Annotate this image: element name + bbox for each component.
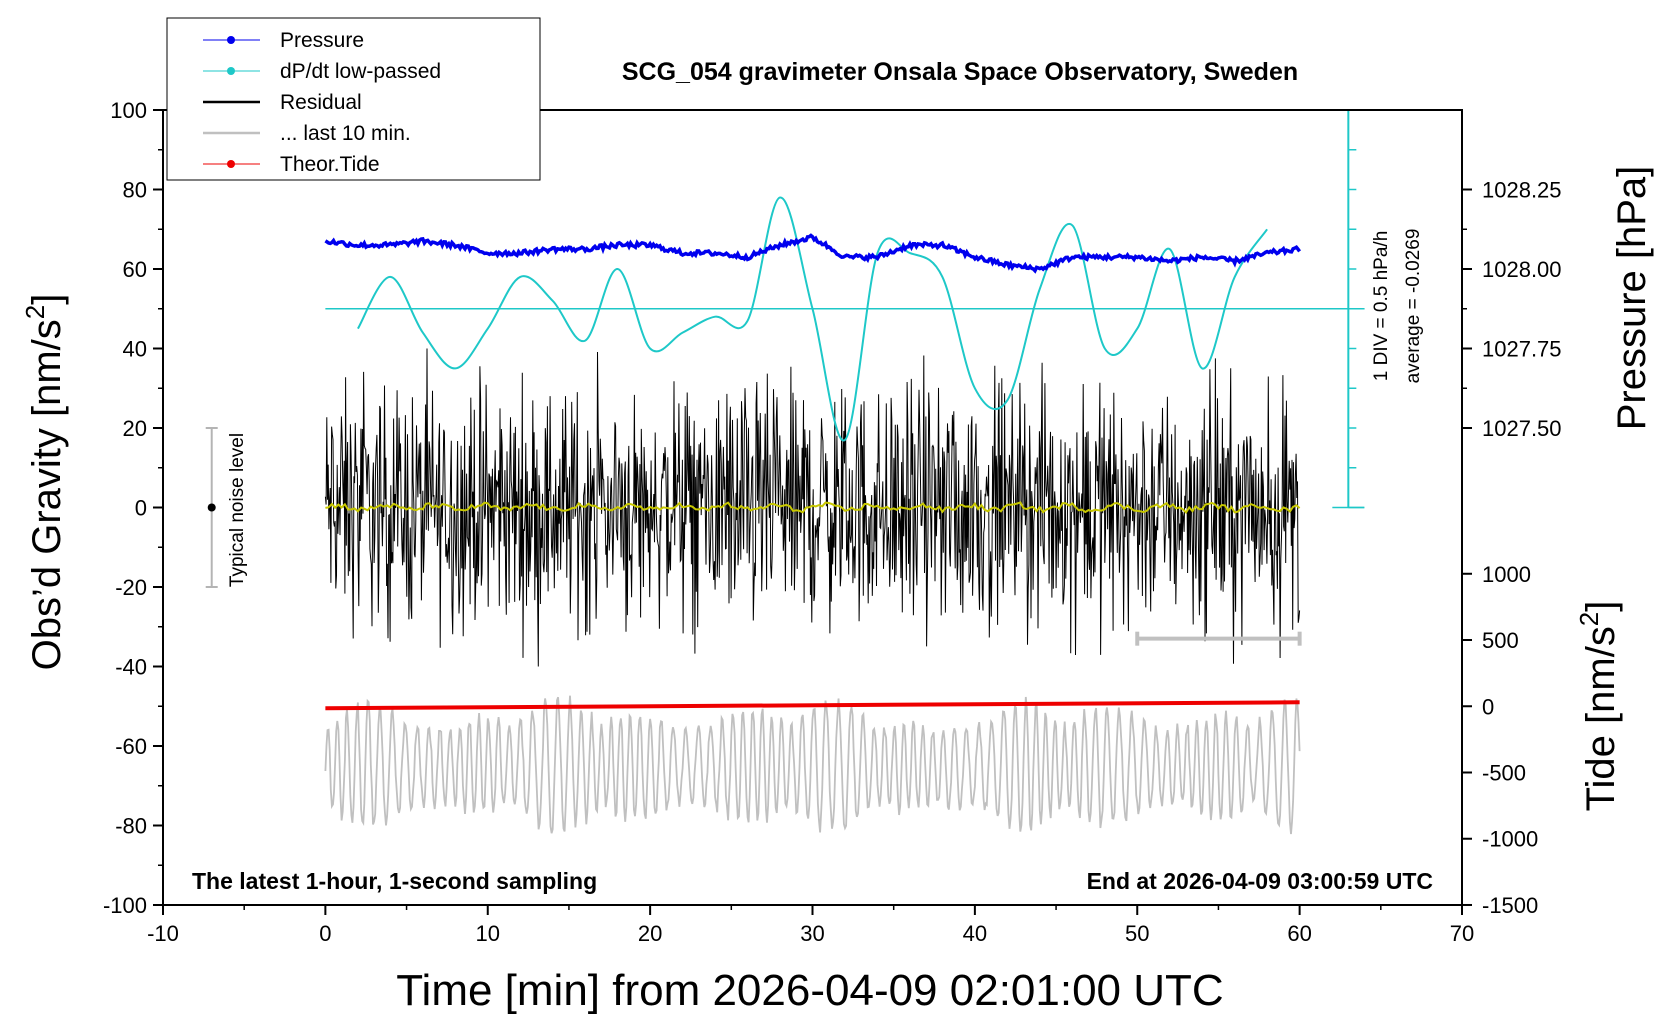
pressure-tick-label: 1027.50 <box>1482 416 1562 441</box>
y-axis-label-tide: Tide [nm/s2] <box>1574 601 1623 812</box>
y-axis-label-pressure: Pressure [hPa] <box>1610 166 1654 431</box>
x-tick-label: 50 <box>1125 921 1149 946</box>
y-axis-label-left-sup: 2 <box>20 305 50 319</box>
tide-tick-label: -500 <box>1482 760 1526 785</box>
noise-level-label: Typical noise level <box>227 433 248 587</box>
legend-label: Theor.Tide <box>280 153 380 176</box>
x-tick-label: 60 <box>1287 921 1311 946</box>
y-axis-label-tide-main: Tide [nm/s <box>1579 626 1623 811</box>
series-residual <box>324 348 1301 667</box>
legend-swatch-dot <box>227 160 235 168</box>
y-tick-label: 100 <box>110 98 147 123</box>
legend-entries: Pressure dP/dt low-passed Residual ... last… <box>203 29 441 176</box>
error-bars <box>205 427 1302 646</box>
residual-smoothed-line <box>325 501 1301 514</box>
series-pressure <box>324 233 1302 274</box>
x-axis-label: Time [min] from 2026-04-09 02:01:00 UTC <box>396 966 1223 1015</box>
x-tick-label: 70 <box>1450 921 1474 946</box>
legend: Pressure dP/dt low-passed Residual ... last… <box>166 17 541 181</box>
legend-label: ... last 10 min. <box>280 122 411 145</box>
legend-box <box>166 17 541 181</box>
pressure-line <box>324 233 1302 274</box>
legend-label: Pressure <box>280 29 364 52</box>
last-10-min-line <box>324 695 1301 835</box>
residual-line <box>324 348 1301 667</box>
series-residual-smoothed <box>325 501 1301 514</box>
pressure-tick-label: 1028.25 <box>1482 178 1562 203</box>
series-last-10-min <box>324 695 1301 835</box>
pressure-ticks: 1028.25 1028.00 1027.75 1027.50 <box>1462 178 1562 441</box>
y-tick-label: -20 <box>115 575 147 600</box>
tide-tick-label: 0 <box>1482 694 1494 719</box>
series-theor-tide <box>325 700 1300 711</box>
pressure-tick-label: 1028.00 <box>1482 257 1562 282</box>
tide-tick-label: 1000 <box>1482 562 1531 587</box>
y-axis-label-left: Obs’d Gravity [nm/s2] <box>20 294 69 671</box>
y-tick-label: 0 <box>135 496 147 521</box>
tide-line <box>325 700 1300 711</box>
legend-label: Residual <box>280 91 362 114</box>
dpdt-div-label: 1 DIV = 0.5 hPa/h <box>1371 231 1392 382</box>
chart-title: SCG_054 gravimeter Onsala Space Observat… <box>622 58 1298 86</box>
x-tick-label: 40 <box>963 921 987 946</box>
y-tick-label: 60 <box>123 257 147 282</box>
y-tick-label: -80 <box>115 814 147 839</box>
tide-ticks: 1000 500 0 -500 -1000 -1500 <box>1462 562 1538 918</box>
x-ticks: -10 0 10 20 30 40 50 60 70 <box>147 905 1474 946</box>
legend-swatch-dot <box>227 36 235 44</box>
y-tick-label: 20 <box>123 416 147 441</box>
dpdt-average-label: average = -0.0269 <box>1403 229 1424 384</box>
tide-tick-label: -1000 <box>1482 827 1538 852</box>
x-tick-label: 10 <box>476 921 500 946</box>
y-axis-label-tide-sup: 2 <box>1574 612 1604 626</box>
tide-tick-label: -1500 <box>1482 893 1538 918</box>
legend-label: dP/dt low-passed <box>280 60 441 83</box>
y-tick-label: -40 <box>115 655 147 680</box>
y-ticks: 100 80 60 40 20 0 -20 -40 -60 -80 -100 <box>103 98 163 918</box>
x-tick-label: 30 <box>800 921 824 946</box>
y-tick-label: 40 <box>123 337 147 362</box>
series-dpdt <box>357 196 1268 442</box>
noise-bar-center <box>207 503 216 512</box>
y-axis-label-tide-end: ] <box>1579 601 1623 612</box>
legend-swatch-dot <box>227 67 235 75</box>
y-tick-label: -60 <box>115 734 147 759</box>
x-tick-label: 0 <box>319 921 331 946</box>
pressure-tick-label: 1027.75 <box>1482 337 1562 362</box>
x-tick-label: -10 <box>147 921 179 946</box>
y-axis-label-left-main: Obs’d Gravity [nm/s <box>25 319 69 670</box>
annotation-latest: The latest 1-hour, 1-second sampling <box>192 868 597 894</box>
y-axis-label-left-end: ] <box>25 294 69 305</box>
y-tick-label: -100 <box>103 893 147 918</box>
y-tick-label: 80 <box>123 178 147 203</box>
x-tick-label: 20 <box>638 921 662 946</box>
annotation-end: End at 2026-04-09 03:00:59 UTC <box>1087 868 1433 894</box>
dpdt-line <box>357 196 1268 442</box>
tide-tick-label: 500 <box>1482 628 1519 653</box>
